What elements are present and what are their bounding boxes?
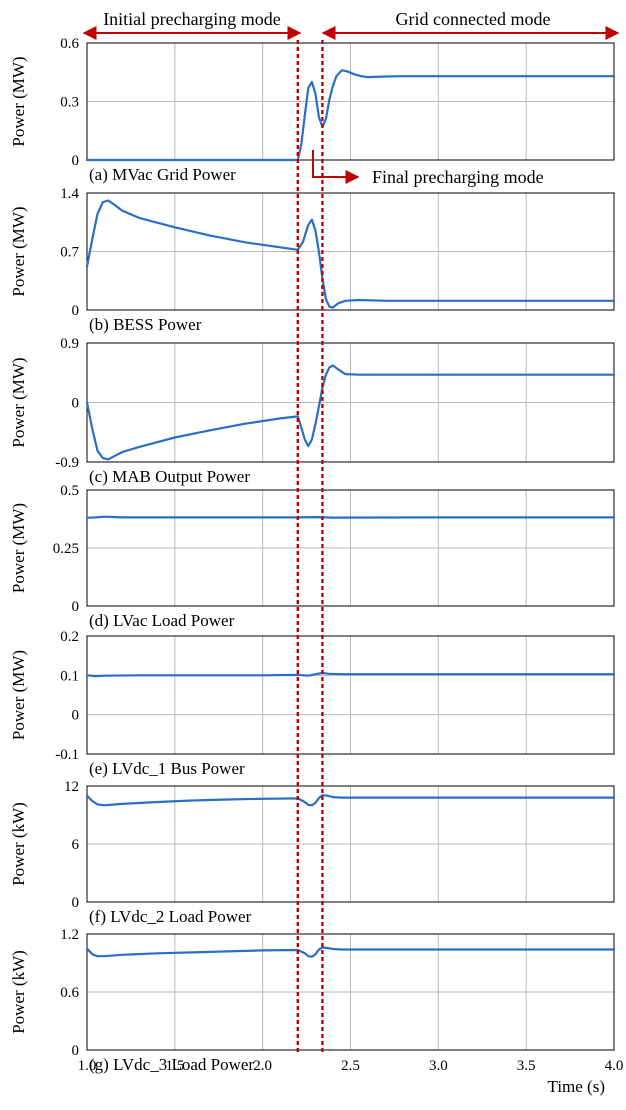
y-tick-label: 0 (72, 895, 80, 911)
y-tick-label: 12 (64, 779, 79, 795)
grid-mode-label: Grid connected mode (396, 9, 551, 29)
subplot-title: (e) LVdc_1 Bus Power (89, 759, 245, 778)
y-tick-label: 0.2 (60, 629, 79, 645)
subplot-title: (d) LVac Load Power (89, 611, 235, 630)
series-line-c (85, 364, 616, 461)
y-tick-label: -0.9 (55, 455, 79, 471)
plot-frame (86, 192, 615, 311)
subplot-title: (f) LVdc_2 Load Power (89, 907, 252, 926)
subplot-title: (c) MAB Output Power (89, 467, 250, 486)
series-line-b (85, 199, 616, 309)
y-axis-label: Power (MW) (9, 206, 28, 296)
y-tick-label: 0 (72, 1043, 80, 1059)
subplot-title: (a) MVac Grid Power (89, 165, 236, 184)
plot-frame (86, 635, 615, 755)
y-axis-label: Power (MW) (9, 357, 28, 447)
panel-g: 0 0.6 1.2 Power (kW) (g) LVdc_3 Load Power (9, 927, 616, 1074)
x-tick-label: 1.5 (165, 1058, 184, 1074)
x-axis-label: Time (s) (548, 1077, 605, 1096)
panel-e: -0.1 0 0.1 0.2 Power (MW) (e) LVdc_1 Bus Powe… (9, 629, 616, 778)
plot-frame (86, 785, 615, 903)
x-tick-label: 2.0 (253, 1058, 272, 1074)
y-tick-label: 0.3 (60, 95, 79, 111)
y-axis-label: Power (MW) (9, 503, 28, 593)
subplot-title: (b) BESS Power (89, 315, 202, 334)
panel-b: 0 0.7 1.4 Power (MW) (b) BESS Power (9, 186, 616, 334)
y-tick-label: 0.7 (60, 245, 79, 261)
final-mode-label: Final precharging mode (372, 167, 544, 187)
annotation-layer: Initial precharging mode Grid connected … (82, 9, 620, 187)
panel-a: 0 0.3 0.6 Power (MW) (a) MVac Grid Power (9, 36, 616, 184)
plot-frame (86, 42, 615, 161)
y-tick-label: 0 (72, 396, 80, 412)
y-tick-label: -0.1 (55, 747, 79, 763)
y-axis-label: Power (MW) (9, 56, 28, 146)
subplot-title: (g) LVdc_3 Load Power (89, 1055, 254, 1074)
y-axis-label: Power (MW) (9, 650, 28, 740)
y-tick-label: 0.9 (60, 336, 79, 352)
panels-layer: 0 0.3 0.6 Power (MW) (a) MVac Grid Power 0 0.7… (9, 36, 623, 1096)
initial-mode-label: Initial precharging mode (103, 9, 281, 29)
y-tick-label: 0.1 (60, 668, 79, 684)
plot-frame (86, 489, 615, 607)
y-axis-label: Power (kW) (9, 802, 28, 886)
panel-f: 0 6 12 Power (kW) (f) LVdc_2 Load Power (9, 779, 616, 926)
y-tick-label: 0.5 (60, 483, 79, 499)
series-line-f (85, 794, 616, 807)
y-axis-label: Power (kW) (9, 950, 28, 1034)
x-tick-label: 1.0 (78, 1058, 97, 1074)
y-tick-label: 0 (72, 303, 80, 319)
y-tick-label: 0 (72, 599, 80, 615)
series-line-g (85, 946, 616, 958)
x-tick-label: 2.5 (341, 1058, 360, 1074)
x-tick-label: 4.0 (605, 1058, 624, 1074)
y-tick-label: 0 (72, 708, 80, 724)
y-tick-label: 6 (72, 837, 80, 853)
y-tick-label: 0.6 (60, 985, 79, 1001)
y-tick-label: 1.4 (60, 186, 79, 202)
y-tick-label: 0 (72, 153, 80, 169)
series-line-d (85, 515, 616, 519)
final-mode-arrow (312, 150, 360, 184)
y-tick-label: 1.2 (60, 927, 79, 943)
plot-frame (86, 933, 615, 1051)
x-tick-label: 3.5 (517, 1058, 536, 1074)
panel-d: 0 0.25 0.5 Power (MW) (d) LVac Load Power (9, 483, 616, 630)
x-tick-label: 3.0 (429, 1058, 448, 1074)
y-tick-label: 0.25 (53, 541, 79, 557)
series-line-e (85, 671, 616, 678)
y-tick-label: 0.6 (60, 36, 79, 52)
series-line-a (85, 69, 616, 162)
panel-c: -0.9 0 0.9 Power (MW) (c) MAB Output Power (9, 336, 616, 486)
